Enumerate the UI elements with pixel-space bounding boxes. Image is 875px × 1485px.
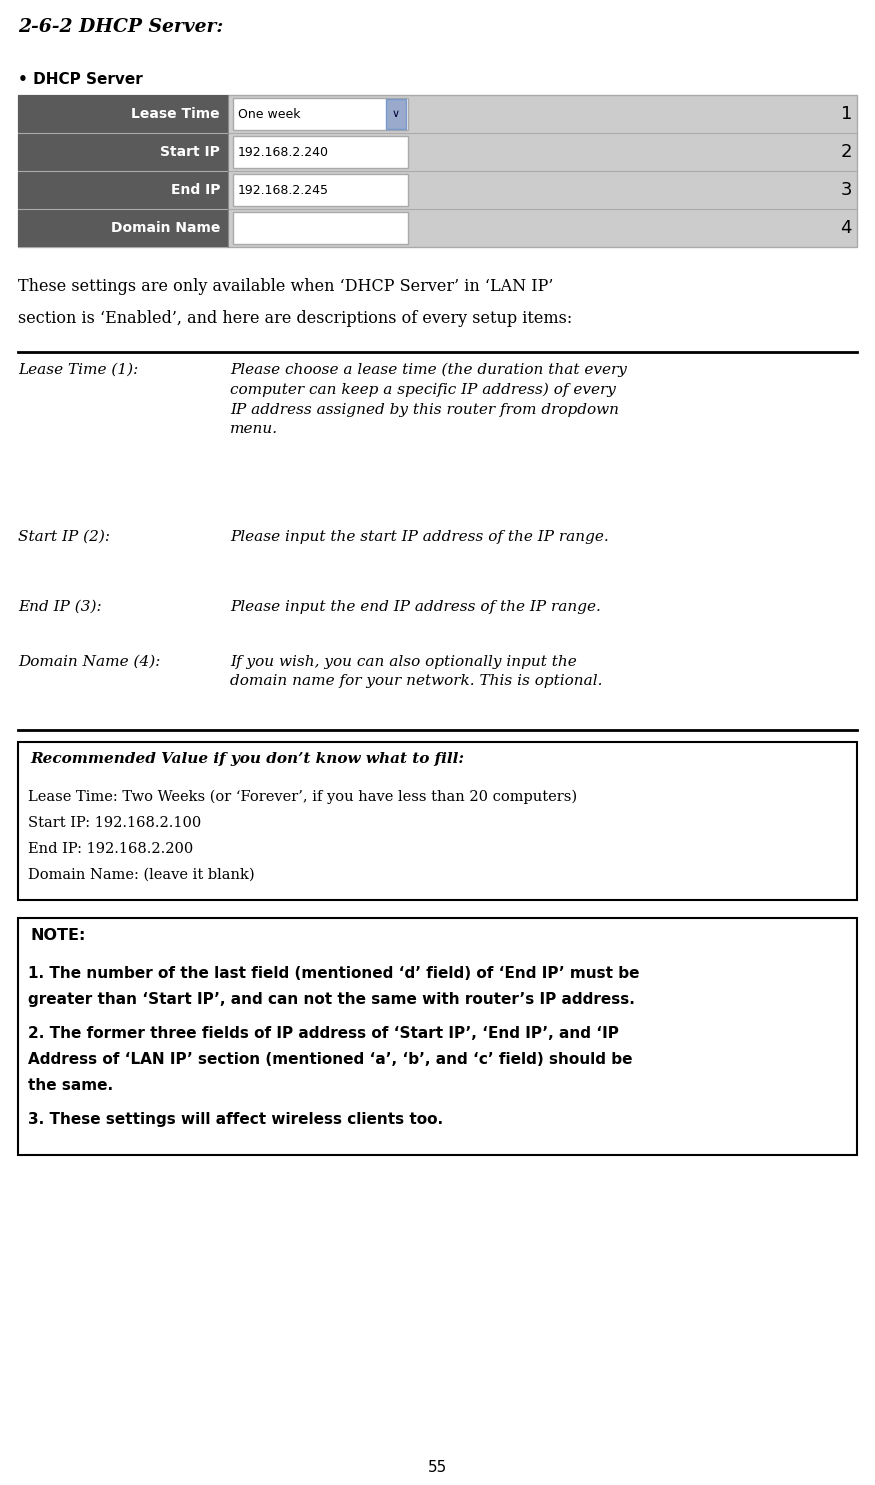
Text: These settings are only available when ‘DHCP Server’ in ‘LAN IP’: These settings are only available when ‘… (18, 278, 553, 296)
FancyBboxPatch shape (386, 99, 406, 129)
FancyBboxPatch shape (18, 95, 857, 247)
Text: 192.168.2.245: 192.168.2.245 (238, 184, 329, 196)
Text: 192.168.2.240: 192.168.2.240 (238, 146, 329, 159)
FancyBboxPatch shape (18, 95, 228, 134)
Text: 4: 4 (841, 218, 852, 238)
FancyBboxPatch shape (18, 134, 228, 171)
Text: NOTE:: NOTE: (30, 928, 86, 943)
FancyBboxPatch shape (233, 212, 408, 244)
Text: Please input the end IP address of the IP range.: Please input the end IP address of the I… (230, 600, 601, 613)
Text: Lease Time: Two Weeks (or ‘Forever’, if you have less than 20 computers): Lease Time: Two Weeks (or ‘Forever’, if … (28, 790, 578, 805)
FancyBboxPatch shape (18, 918, 857, 1155)
Text: Recommended Value if you don’t know what to fill:: Recommended Value if you don’t know what… (30, 751, 464, 766)
Text: the same.: the same. (28, 1078, 113, 1093)
FancyBboxPatch shape (233, 137, 408, 168)
Text: End IP (3):: End IP (3): (18, 600, 102, 613)
Text: Please choose a lease time (the duration that every
computer can keep a specific: Please choose a lease time (the duration… (230, 362, 626, 437)
Text: If you wish, you can also optionally input the
domain name for your network. Thi: If you wish, you can also optionally inp… (230, 655, 603, 689)
Text: 55: 55 (428, 1460, 447, 1475)
FancyBboxPatch shape (18, 171, 228, 209)
Text: 1. The number of the last field (mentioned ‘d’ field) of ‘End IP’ must be: 1. The number of the last field (mention… (28, 967, 640, 982)
Text: 2: 2 (841, 143, 852, 160)
Text: Please input the start IP address of the IP range.: Please input the start IP address of the… (230, 530, 609, 544)
FancyBboxPatch shape (233, 174, 408, 206)
Text: • DHCP Server: • DHCP Server (18, 71, 143, 88)
FancyBboxPatch shape (18, 209, 228, 247)
Text: End IP: 192.168.2.200: End IP: 192.168.2.200 (28, 842, 193, 855)
Text: Start IP: Start IP (160, 146, 220, 159)
Text: Address of ‘LAN IP’ section (mentioned ‘a’, ‘b’, and ‘c’ field) should be: Address of ‘LAN IP’ section (mentioned ‘… (28, 1051, 633, 1068)
Text: 3: 3 (841, 181, 852, 199)
Text: Lease Time (1):: Lease Time (1): (18, 362, 138, 377)
Text: 2. The former three fields of IP address of ‘Start IP’, ‘End IP’, and ‘IP: 2. The former three fields of IP address… (28, 1026, 619, 1041)
Text: End IP: End IP (171, 183, 220, 198)
Text: 1: 1 (841, 105, 852, 123)
Text: ∨: ∨ (392, 108, 400, 119)
Text: Domain Name: Domain Name (110, 221, 220, 235)
FancyBboxPatch shape (18, 742, 857, 900)
Text: One week: One week (238, 107, 300, 120)
Text: 3. These settings will affect wireless clients too.: 3. These settings will affect wireless c… (28, 1112, 443, 1127)
Text: Lease Time: Lease Time (131, 107, 220, 120)
Text: 2-6-2 DHCP Server:: 2-6-2 DHCP Server: (18, 18, 223, 36)
FancyBboxPatch shape (233, 98, 408, 131)
Text: Start IP (2):: Start IP (2): (18, 530, 110, 544)
Text: Domain Name: (leave it blank): Domain Name: (leave it blank) (28, 869, 255, 882)
Text: Start IP: 192.168.2.100: Start IP: 192.168.2.100 (28, 815, 201, 830)
Text: Domain Name (4):: Domain Name (4): (18, 655, 160, 670)
Text: section is ‘Enabled’, and here are descriptions of every setup items:: section is ‘Enabled’, and here are descr… (18, 310, 572, 327)
Text: greater than ‘Start IP’, and can not the same with router’s IP address.: greater than ‘Start IP’, and can not the… (28, 992, 635, 1007)
